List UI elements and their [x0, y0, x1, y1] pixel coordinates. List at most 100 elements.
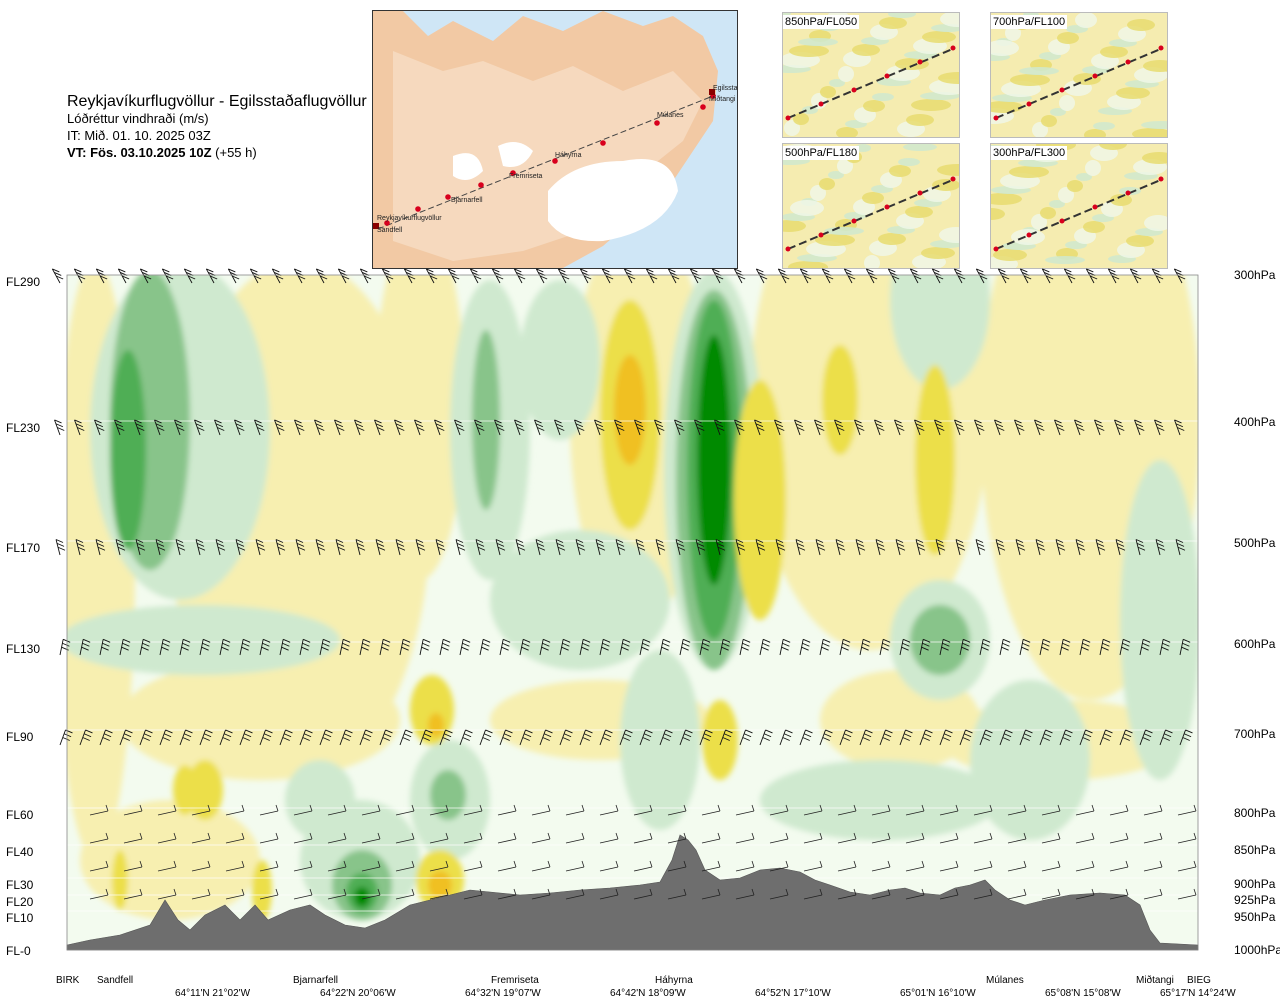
field-patch [760, 760, 1000, 840]
field-patch [620, 650, 700, 830]
wind-barb [979, 729, 993, 746]
wind-barb [1075, 539, 1086, 556]
wind-barb [115, 539, 126, 556]
field-patch [428, 713, 444, 737]
wind-barb [694, 419, 705, 436]
wind-barb [855, 539, 866, 556]
mini-map-texture [864, 255, 880, 268]
wind-barb [894, 419, 905, 436]
wind-barb [871, 888, 891, 900]
wind-barb [1041, 832, 1061, 844]
wind-barb [355, 539, 366, 556]
wind-barb [395, 888, 415, 900]
mini-map-texture [888, 13, 916, 18]
coord-3: 64°32'N 19°07'W [465, 988, 541, 999]
field-patch [375, 275, 465, 580]
mini-map-texture [1083, 221, 1105, 233]
field-patch [697, 335, 731, 585]
wind-barb [1079, 638, 1091, 656]
mini-map-route-point [993, 115, 999, 121]
overview-map-svg: Reykjavíkurflugvöllur Sandfell Bjarnarfell… [373, 11, 737, 268]
wind-barb [161, 268, 174, 284]
wind-barb [279, 638, 291, 656]
route-point [600, 140, 606, 146]
mini-map-texture [1110, 194, 1132, 206]
wind-barb [539, 638, 551, 656]
wind-barb [554, 419, 565, 436]
wind-barb [689, 268, 702, 284]
station-bieg: BIEG [1187, 975, 1211, 986]
wind-barb [191, 804, 211, 816]
mini-map-texture [1045, 256, 1085, 264]
fl-label-0: FL-0 [6, 944, 31, 958]
wind-barb [439, 638, 451, 656]
route-point [700, 104, 706, 110]
mini-map-texture [1058, 187, 1074, 203]
wind-barb [361, 860, 381, 872]
mini-map-route-point [1125, 59, 1131, 65]
glacier-langjokull [453, 153, 483, 180]
mini-map-texture [1032, 122, 1048, 137]
wind-barb [315, 539, 326, 556]
route-point [384, 220, 390, 226]
wind-barb [123, 888, 143, 900]
wind-barb [194, 419, 205, 436]
mini-map-texture [1093, 122, 1115, 130]
wind-barb [959, 638, 971, 656]
coord-7: 65°08'N 15°08'W [1045, 988, 1121, 999]
wind-barb [1059, 729, 1073, 746]
wind-barb [159, 638, 171, 656]
wind-barb [879, 638, 891, 656]
wind-barb [429, 860, 449, 872]
wind-barb [1019, 729, 1033, 746]
wind-barb [361, 832, 381, 844]
mini-map-texture [898, 158, 920, 166]
wind-barb [463, 860, 483, 872]
land-relief [393, 51, 703, 261]
wind-barb [1035, 539, 1046, 556]
wind-barb [1134, 419, 1145, 436]
mini-map-route-point [1026, 232, 1032, 238]
map-place-label: Miðtangi [709, 95, 736, 103]
mini-map-texture [1142, 152, 1167, 164]
wind-barb [429, 888, 449, 900]
wind-barb [1143, 804, 1163, 816]
mini-map-700-label: 700hPa/FL100 [991, 15, 1068, 29]
wind-barb [935, 539, 946, 556]
wind-barb [535, 539, 546, 556]
wind-barb [739, 729, 753, 746]
mini-map-texture [819, 178, 835, 190]
field-patch [822, 345, 858, 455]
map-place-label: Háhyrna [555, 152, 582, 159]
wind-barb [463, 804, 483, 816]
mini-map-texture [1019, 67, 1059, 75]
field-patch [702, 700, 738, 780]
wind-barb [599, 832, 619, 844]
wind-barb [429, 832, 449, 844]
wind-barb [999, 638, 1011, 656]
wind-barb [429, 804, 449, 816]
wind-barb [1075, 804, 1095, 816]
mini-map-texture [828, 171, 844, 179]
valid-lead: (+55 h) [215, 145, 257, 160]
wind-barb [619, 729, 633, 746]
wind-barb [359, 729, 373, 746]
route-labels: Reykjavíkurflugvöllur Sandfell Bjarnarfell… [377, 85, 737, 234]
field-patch [285, 760, 355, 840]
wind-barb [79, 638, 91, 656]
wind-barb [975, 539, 986, 556]
wind-barb [1075, 832, 1095, 844]
glacier-hofsjokull [498, 142, 533, 167]
wind-barb [701, 804, 721, 816]
wind-barb [157, 804, 177, 816]
wind-barb [939, 729, 953, 746]
wind-barb [531, 860, 551, 872]
mini-map-texture [838, 66, 854, 82]
mini-map-texture [1127, 19, 1155, 31]
wind-barb [834, 419, 845, 436]
wind-barb [1109, 860, 1129, 872]
wind-barb [225, 860, 245, 872]
wind-barb [1054, 419, 1065, 436]
wind-barb [679, 729, 693, 746]
wind-barb [1174, 419, 1185, 436]
